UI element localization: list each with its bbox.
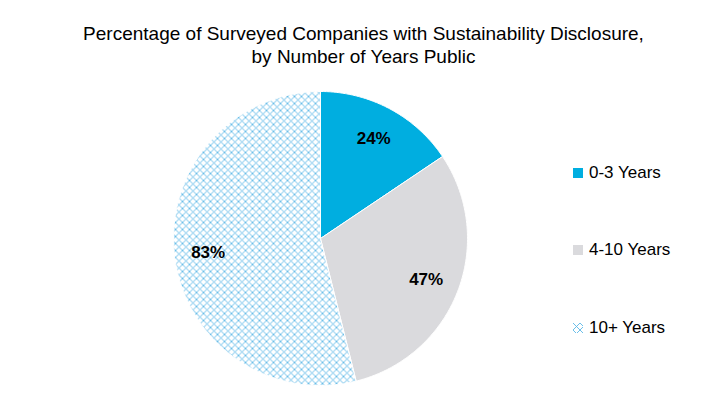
html-text:Percentage of Surveyed Compani: Percentage of Surveyed Companies with Su… bbox=[83, 23, 644, 67]
svg-text:83%: 83% bbox=[191, 243, 225, 262]
html-text:10+ Years: 10+ Years bbox=[589, 318, 666, 337]
html-text:0-3 Years: 0-3 Years bbox=[589, 163, 661, 182]
svg-text:47%: 47% bbox=[409, 270, 443, 289]
html-text:4-10 Years: 4-10 Years bbox=[589, 240, 671, 259]
svg-text:24%: 24% bbox=[357, 129, 391, 148]
